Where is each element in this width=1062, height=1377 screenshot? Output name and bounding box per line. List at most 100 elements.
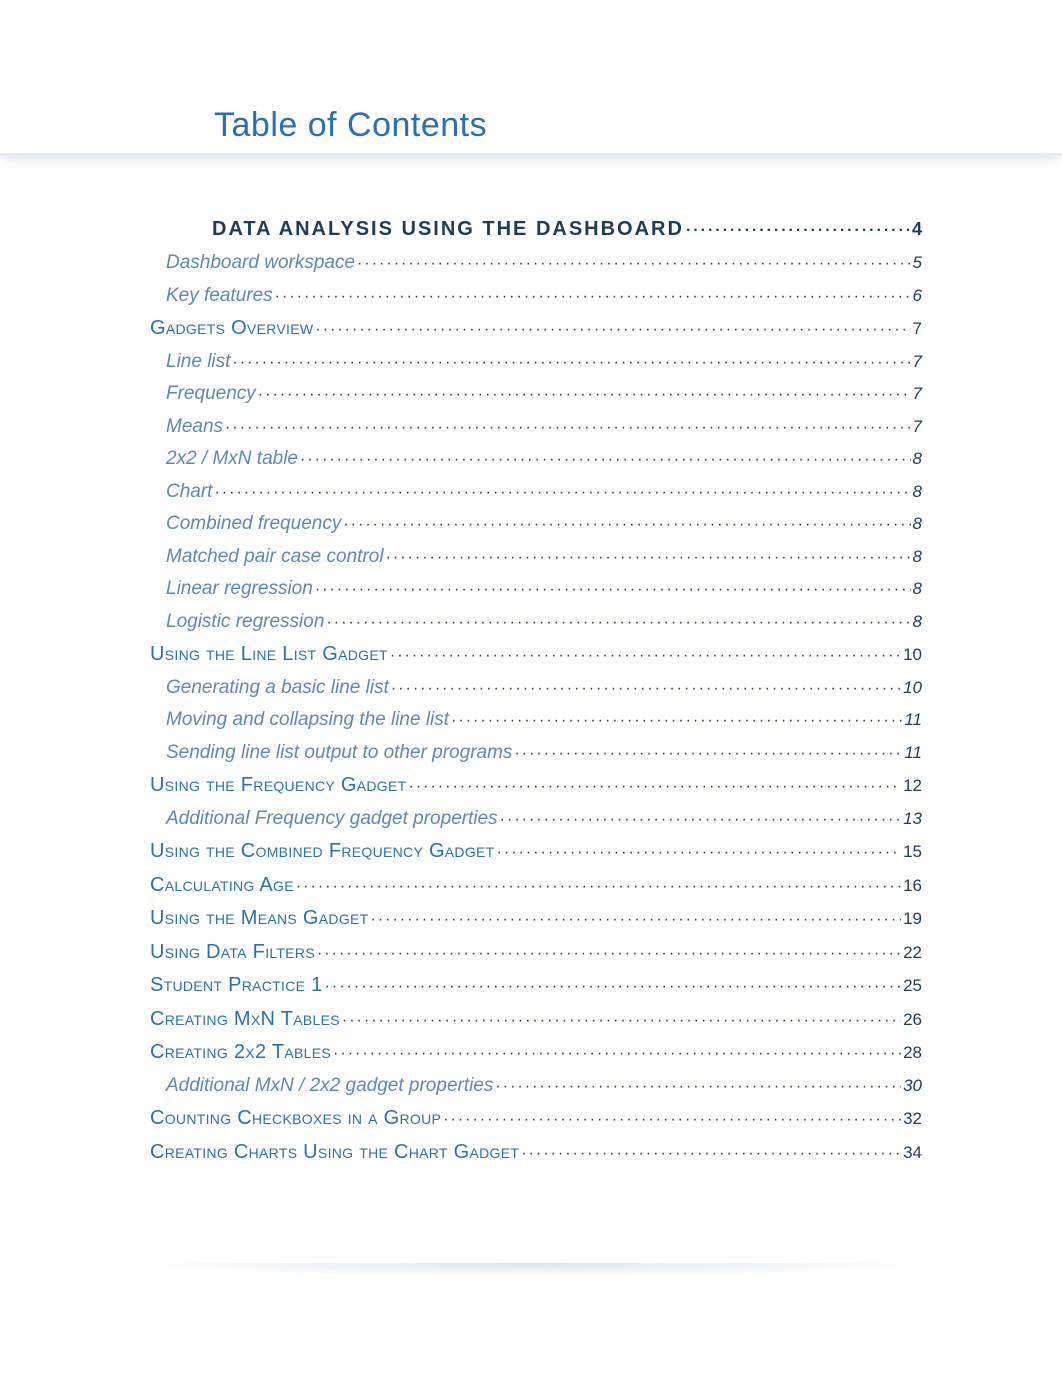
toc-entry[interactable]: Dashboard workspace 5 xyxy=(166,252,922,274)
toc-leader-dots xyxy=(391,680,901,698)
document-page: Table of Contents DATA ANALYSIS USING TH… xyxy=(0,0,1062,1377)
toc-entry-page: 8 xyxy=(913,579,922,599)
title-region: Table of Contents xyxy=(0,0,1062,156)
toc-leader-dots xyxy=(317,945,901,963)
toc-entry-page: 19 xyxy=(903,909,922,929)
toc-entry-label: Counting Checkboxes in a Group xyxy=(150,1107,441,1130)
toc-leader-dots xyxy=(326,614,910,632)
toc-entry-label: Line list xyxy=(166,351,230,373)
toc-entry-label: Sending line list output to other progra… xyxy=(166,742,512,764)
toc-entry-page: 7 xyxy=(913,319,922,339)
toc-leader-dots xyxy=(521,1145,901,1163)
toc-entry-label: DATA ANALYSIS USING THE DASHBOARD xyxy=(212,218,684,241)
toc-entry-label: Frequency xyxy=(166,383,256,405)
toc-leader-dots xyxy=(409,778,902,796)
toc-leader-dots xyxy=(343,516,910,534)
toc-entry-page: 22 xyxy=(903,943,922,963)
toc-entry-label: Additional MxN / 2x2 gadget properties xyxy=(166,1075,493,1097)
toc-entry-page: 10 xyxy=(903,678,922,698)
toc-leader-dots xyxy=(275,288,911,306)
toc-leader-dots xyxy=(371,911,902,929)
toc-entry-page: 7 xyxy=(913,384,922,404)
toc-entry[interactable]: Student Practice 125 xyxy=(150,974,922,997)
toc-entry-label: Generating a basic line list xyxy=(166,677,389,699)
toc-leader-dots xyxy=(325,978,902,996)
toc-entry-label: Using the Line List Gadget xyxy=(150,643,388,666)
toc-entry-label: Logistic regression xyxy=(166,611,324,633)
toc-entry-page: 5 xyxy=(913,253,922,273)
toc-entry-label: Gadgets Overview xyxy=(150,317,313,340)
toc-entry[interactable]: Using the Frequency Gadget12 xyxy=(150,774,922,797)
toc-leader-dots xyxy=(258,386,911,404)
toc-entry[interactable]: Matched pair case control8 xyxy=(166,546,922,568)
toc-entry-label: Chart xyxy=(166,481,212,503)
toc-entry-label: Dashboard workspace xyxy=(166,252,355,274)
toc-leader-dots xyxy=(300,451,911,469)
toc-entry-label: Using the Combined Frequency Gadget xyxy=(150,840,495,863)
toc-entry-page: 26 xyxy=(903,1010,922,1030)
toc-entry-label: Linear regression xyxy=(166,578,313,600)
toc-entry[interactable]: Key features6 xyxy=(166,285,922,307)
toc-entry-label: Creating Charts Using the Chart Gadget xyxy=(150,1141,519,1164)
toc-entry[interactable]: Creating Charts Using the Chart Gadget 34 xyxy=(150,1141,922,1164)
toc-entry[interactable]: Gadgets Overview 7 xyxy=(150,317,922,340)
toc-entry[interactable]: Using the Means Gadget 19 xyxy=(150,907,922,930)
toc-entry[interactable]: Using the Line List Gadget 10 xyxy=(150,643,922,666)
toc-entry-page: 7 xyxy=(913,352,922,372)
toc-entry[interactable]: Means7 xyxy=(166,416,922,438)
footer-shadow xyxy=(140,1263,922,1277)
toc-leader-dots xyxy=(357,255,910,273)
toc-entry[interactable]: Linear regression 8 xyxy=(166,578,922,600)
toc-entry[interactable]: Calculating Age 16 xyxy=(150,874,922,897)
toc-entry-page: 4 xyxy=(912,219,922,240)
toc-entry-label: Combined frequency xyxy=(166,513,341,535)
toc-leader-dots xyxy=(232,354,910,372)
toc-entry-label: Additional Frequency gadget properties xyxy=(166,808,498,830)
toc-entry[interactable]: 2x2 / MxN table8 xyxy=(166,448,922,470)
toc-leader-dots xyxy=(497,844,902,862)
toc-leader-dots xyxy=(296,878,901,896)
toc-entry-label: Key features xyxy=(166,285,273,307)
toc-entry[interactable]: Chart8 xyxy=(166,481,922,503)
toc-entry[interactable]: Frequency 7 xyxy=(166,383,922,405)
toc-entry-label: Calculating Age xyxy=(150,874,294,897)
toc-leader-dots xyxy=(451,712,902,730)
toc-entry-label: Creating 2x2 Tables xyxy=(150,1041,331,1064)
toc-entry[interactable]: Sending line list output to other progra… xyxy=(166,742,922,764)
toc-entry-page: 8 xyxy=(913,514,922,534)
table-of-contents: DATA ANALYSIS USING THE DASHBOARD 4 Dashbo… xyxy=(0,156,1062,1164)
toc-entry[interactable]: DATA ANALYSIS USING THE DASHBOARD 4 xyxy=(212,218,922,241)
toc-entry-label: Using Data Filters xyxy=(150,941,315,964)
toc-entry[interactable]: Moving and collapsing the line list11 xyxy=(166,709,922,731)
toc-entry-label: Creating MxN Tables xyxy=(150,1008,340,1031)
toc-leader-dots xyxy=(500,811,901,829)
toc-entry-page: 28 xyxy=(903,1043,922,1063)
toc-entry-label: Means xyxy=(166,416,223,438)
toc-entry[interactable]: Counting Checkboxes in a Group 32 xyxy=(150,1107,922,1130)
toc-entry[interactable]: Using Data Filters 22 xyxy=(150,941,922,964)
toc-entry-page: 8 xyxy=(913,449,922,469)
toc-leader-dots xyxy=(386,549,911,567)
toc-leader-dots xyxy=(315,321,910,339)
toc-leader-dots xyxy=(342,1012,901,1030)
toc-leader-dots xyxy=(495,1078,901,1096)
toc-entry[interactable]: Creating MxN Tables 26 xyxy=(150,1008,922,1031)
toc-leader-dots xyxy=(225,419,911,437)
toc-entry-page: 32 xyxy=(903,1109,922,1129)
toc-entry[interactable]: Using the Combined Frequency Gadget15 xyxy=(150,840,922,863)
toc-entry-label: Moving and collapsing the line list xyxy=(166,709,449,731)
toc-entry[interactable]: Generating a basic line list 10 xyxy=(166,677,922,699)
toc-entry-page: 11 xyxy=(904,743,922,763)
toc-entry-label: Using the Means Gadget xyxy=(150,907,369,930)
toc-entry-label: Student Practice 1 xyxy=(150,974,323,997)
toc-entry-label: Matched pair case control xyxy=(166,546,384,568)
toc-entry[interactable]: Line list 7 xyxy=(166,351,922,373)
toc-entry[interactable]: Combined frequency 8 xyxy=(166,513,922,535)
toc-entry-page: 34 xyxy=(903,1143,922,1163)
toc-entry[interactable]: Additional MxN / 2x2 gadget properties30 xyxy=(166,1075,922,1097)
toc-entry-page: 10 xyxy=(903,645,922,665)
toc-entry[interactable]: Additional Frequency gadget properties13 xyxy=(166,808,922,830)
toc-entry[interactable]: Logistic regression8 xyxy=(166,611,922,633)
toc-entry[interactable]: Creating 2x2 Tables 28 xyxy=(150,1041,922,1064)
toc-entry-page: 16 xyxy=(903,876,922,896)
